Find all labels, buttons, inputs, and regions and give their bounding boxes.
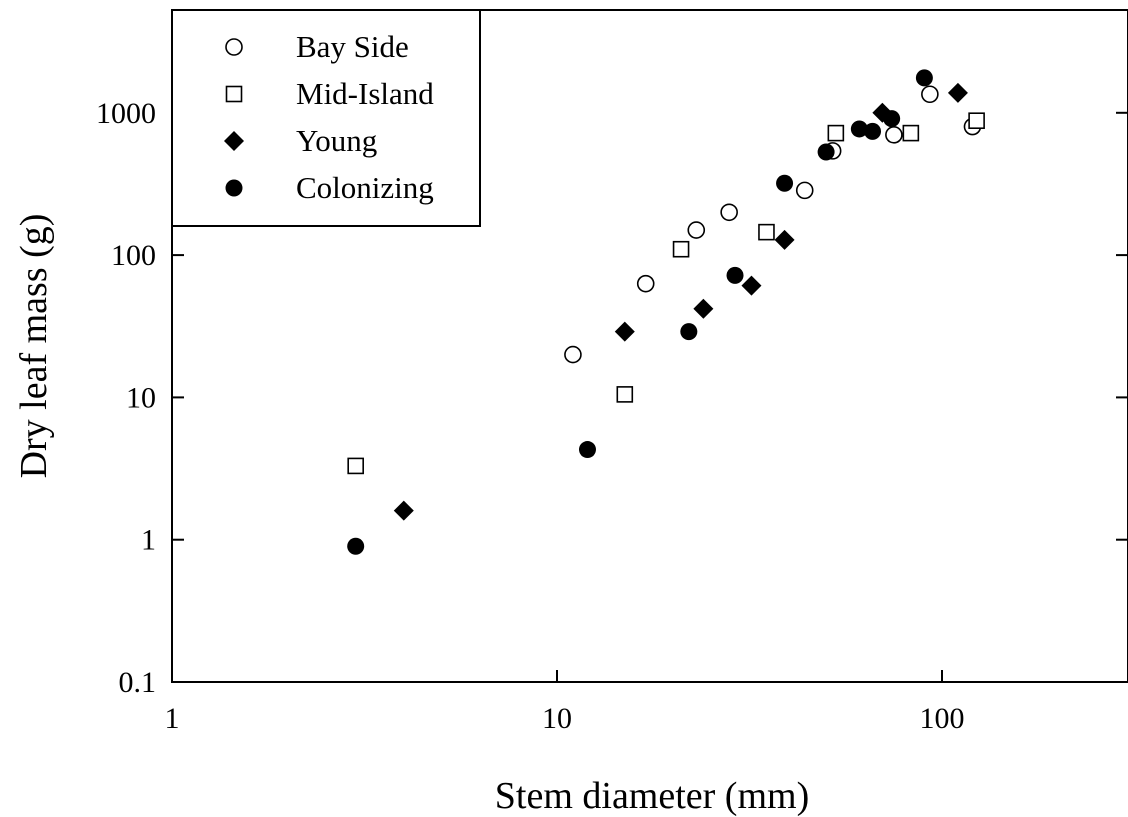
data-point	[774, 229, 795, 250]
data-point	[758, 223, 775, 241]
legend-box	[171, 9, 481, 227]
data-point	[776, 174, 794, 192]
legend-label: Young	[296, 123, 377, 158]
data-point	[636, 274, 655, 293]
data-point	[885, 126, 903, 144]
data-point	[393, 500, 414, 521]
data-point	[864, 122, 882, 140]
x-tick-label: 1	[165, 702, 180, 735]
data-point	[687, 221, 706, 239]
y-tick-label: 1	[141, 524, 156, 557]
data-point	[827, 124, 845, 142]
data-point	[921, 85, 939, 104]
y-tick-label: 0.1	[119, 666, 157, 699]
data-point	[883, 110, 901, 128]
data-point	[817, 143, 835, 161]
legend-marker	[225, 179, 243, 197]
x-axis-title: Stem diameter (mm)	[495, 775, 809, 817]
data-point	[902, 124, 920, 142]
data-point	[850, 120, 868, 138]
data-point	[672, 240, 690, 258]
legend-marker	[225, 38, 243, 56]
series-2	[393, 82, 968, 521]
data-point	[726, 266, 744, 284]
data-point	[564, 345, 582, 364]
data-point	[614, 321, 635, 342]
series-1	[347, 112, 985, 475]
data-point	[795, 181, 814, 200]
data-point	[578, 441, 596, 459]
legend: Bay Side Mid-Island Young Colonizing	[171, 9, 481, 227]
legend-marker	[224, 131, 244, 151]
data-point	[347, 457, 364, 475]
data-point	[968, 112, 985, 130]
data-point	[720, 203, 738, 222]
data-point	[680, 323, 698, 341]
data-point	[915, 69, 933, 87]
x-tick-label: 100	[920, 702, 965, 735]
data-point	[741, 275, 762, 296]
legend-label: Mid-Island	[296, 76, 434, 111]
data-point	[947, 82, 968, 103]
y-tick-label: 10	[126, 381, 156, 414]
data-point	[616, 386, 634, 403]
legend-label: Bay Side	[296, 29, 409, 64]
y-tick-label: 1000	[96, 97, 156, 130]
data-point	[693, 298, 714, 319]
data-point	[347, 537, 365, 555]
data-points	[347, 69, 985, 555]
series-3	[347, 69, 933, 555]
legend-marker	[225, 85, 243, 103]
x-tick-label: 10	[542, 702, 572, 735]
y-tick-label: 100	[111, 239, 156, 272]
legend-label: Colonizing	[296, 170, 434, 205]
y-axis-title: Dry leaf mass (g)	[13, 214, 55, 479]
plot-frame	[171, 9, 1128, 683]
